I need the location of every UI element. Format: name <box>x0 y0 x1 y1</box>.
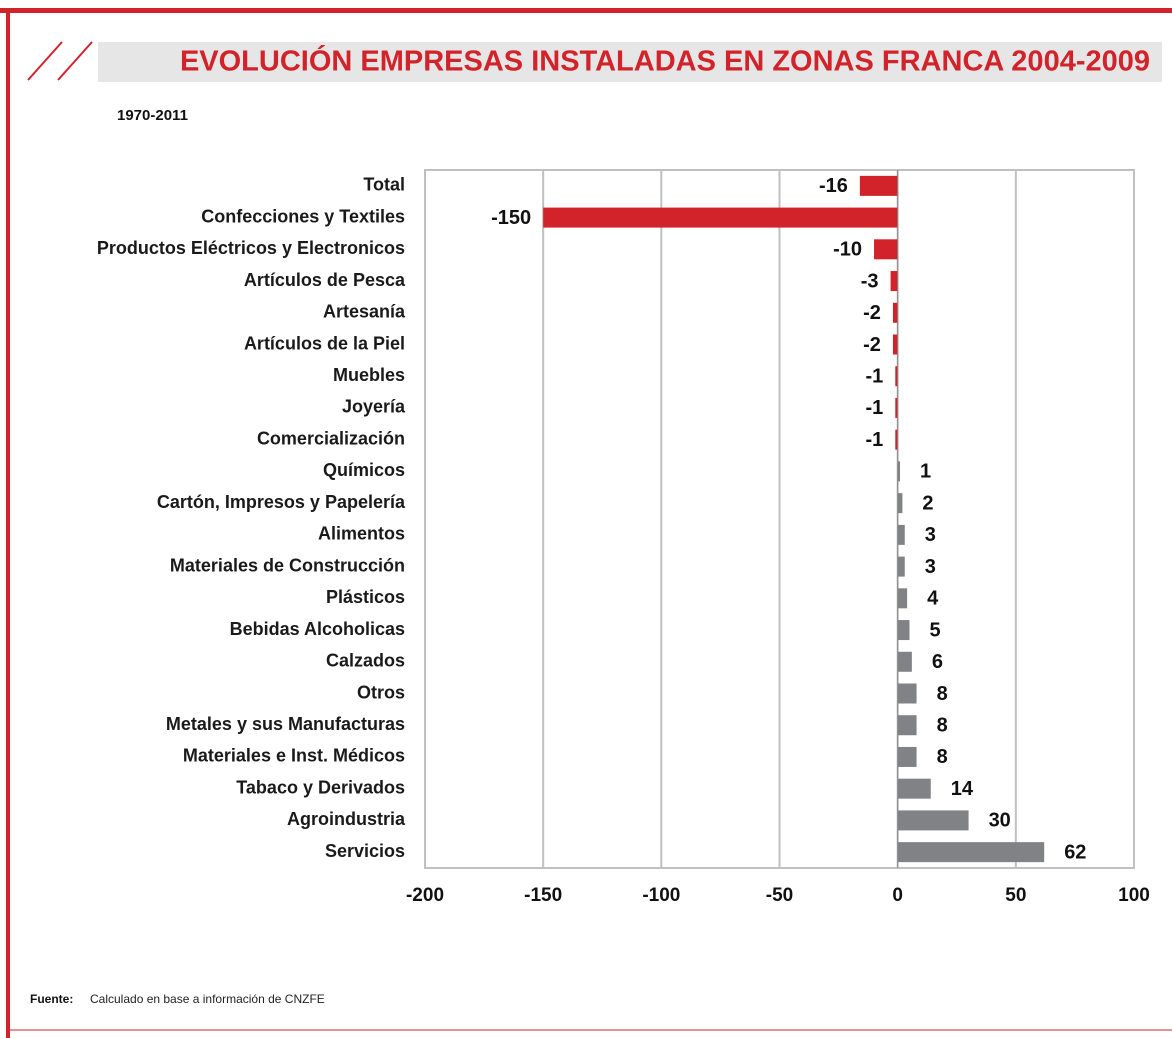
y-tick-label: Materiales e Inst. Médicos <box>183 746 405 766</box>
value-label: -1 <box>866 397 884 419</box>
bar <box>897 524 905 545</box>
y-tick-label: Metales y sus Manufacturas <box>166 714 405 734</box>
bar <box>897 620 910 641</box>
y-tick-label: Agroindustria <box>287 809 406 829</box>
y-tick-label: Calzados <box>326 651 405 671</box>
value-label: 1 <box>920 461 931 483</box>
chart-subtitle: 1970-2011 <box>117 107 188 124</box>
plot-frame <box>424 169 1135 869</box>
y-tick-label: Servicios <box>325 841 405 861</box>
bar <box>892 334 898 355</box>
source-label: Fuente: <box>30 992 73 1006</box>
y-tick-label: Tabaco y Derivados <box>236 777 405 797</box>
y-tick-label: Artesanía <box>323 302 406 322</box>
value-label: 3 <box>925 524 936 546</box>
x-tick-label: 50 <box>1005 885 1026 906</box>
y-tick-label: Plásticos <box>326 587 405 607</box>
value-label: 14 <box>951 778 974 800</box>
bar <box>895 429 898 450</box>
value-label: 6 <box>932 651 943 673</box>
y-tick-label: Confecciones y Textiles <box>201 206 405 226</box>
y-tick-label: Químicos <box>323 460 405 480</box>
y-tick-label: Bebidas Alcoholicas <box>230 619 405 639</box>
title-slash <box>57 41 93 81</box>
x-tick-label: -50 <box>766 885 793 906</box>
y-tick-label: Joyería <box>342 397 406 417</box>
bar <box>897 842 1045 863</box>
value-label: 5 <box>929 619 940 641</box>
value-label: -2 <box>863 334 881 356</box>
bar <box>543 207 898 228</box>
bar <box>897 651 912 672</box>
value-label: 4 <box>927 588 939 610</box>
source-text: Calculado en base a información de CNZFE <box>90 992 325 1006</box>
y-tick-label: Productos Eléctricos y Electronicos <box>97 238 405 258</box>
y-tick-label: Total <box>363 175 405 195</box>
y-tick-label: Alimentos <box>318 524 405 544</box>
x-tick-label: 0 <box>892 885 903 906</box>
x-tick-label: -200 <box>406 885 444 906</box>
value-label: 2 <box>922 492 933 514</box>
bar <box>897 556 905 577</box>
x-tick-label: 100 <box>1118 885 1150 906</box>
value-label: 30 <box>989 810 1011 832</box>
bar <box>892 302 898 323</box>
bar <box>897 588 908 609</box>
value-label: 62 <box>1064 841 1086 863</box>
bar <box>897 493 903 514</box>
value-label: -3 <box>861 270 879 292</box>
bar <box>897 810 969 831</box>
y-tick-label: Artículos de la Piel <box>244 333 405 353</box>
title-slash <box>27 41 63 81</box>
chart-title: EVOLUCIÓN EMPRESAS INSTALADAS EN ZONAS F… <box>180 44 1150 78</box>
value-label: 8 <box>937 715 948 737</box>
bar <box>897 683 917 704</box>
value-label: -1 <box>866 429 884 451</box>
value-label: -16 <box>819 175 848 197</box>
value-label: 3 <box>925 556 936 578</box>
bar <box>895 397 898 418</box>
x-tick-label: -100 <box>642 885 680 906</box>
bar <box>859 175 898 196</box>
bar <box>874 239 898 260</box>
bar <box>890 271 898 292</box>
y-tick-label: Materiales de Construcción <box>170 555 405 575</box>
value-label: 8 <box>937 746 948 768</box>
top-border <box>0 8 1172 13</box>
bar <box>897 715 917 736</box>
y-tick-label: Otros <box>357 682 405 702</box>
value-label: -150 <box>491 207 531 229</box>
y-tick-label: Muebles <box>333 365 405 385</box>
y-tick-label: Cartón, Impresos y Papelería <box>157 492 406 512</box>
x-tick-label: -150 <box>524 885 562 906</box>
left-border <box>6 8 10 1038</box>
title-band <box>98 42 1162 82</box>
bar <box>897 746 917 767</box>
bar <box>897 778 931 799</box>
bar <box>895 366 898 387</box>
value-label: -2 <box>863 302 881 324</box>
y-tick-label: Artículos de Pesca <box>244 270 406 290</box>
value-label: -10 <box>833 239 862 261</box>
value-label: -1 <box>866 366 884 388</box>
value-label: 8 <box>937 683 948 705</box>
bar <box>897 461 901 482</box>
y-tick-label: Comercialización <box>257 428 405 448</box>
